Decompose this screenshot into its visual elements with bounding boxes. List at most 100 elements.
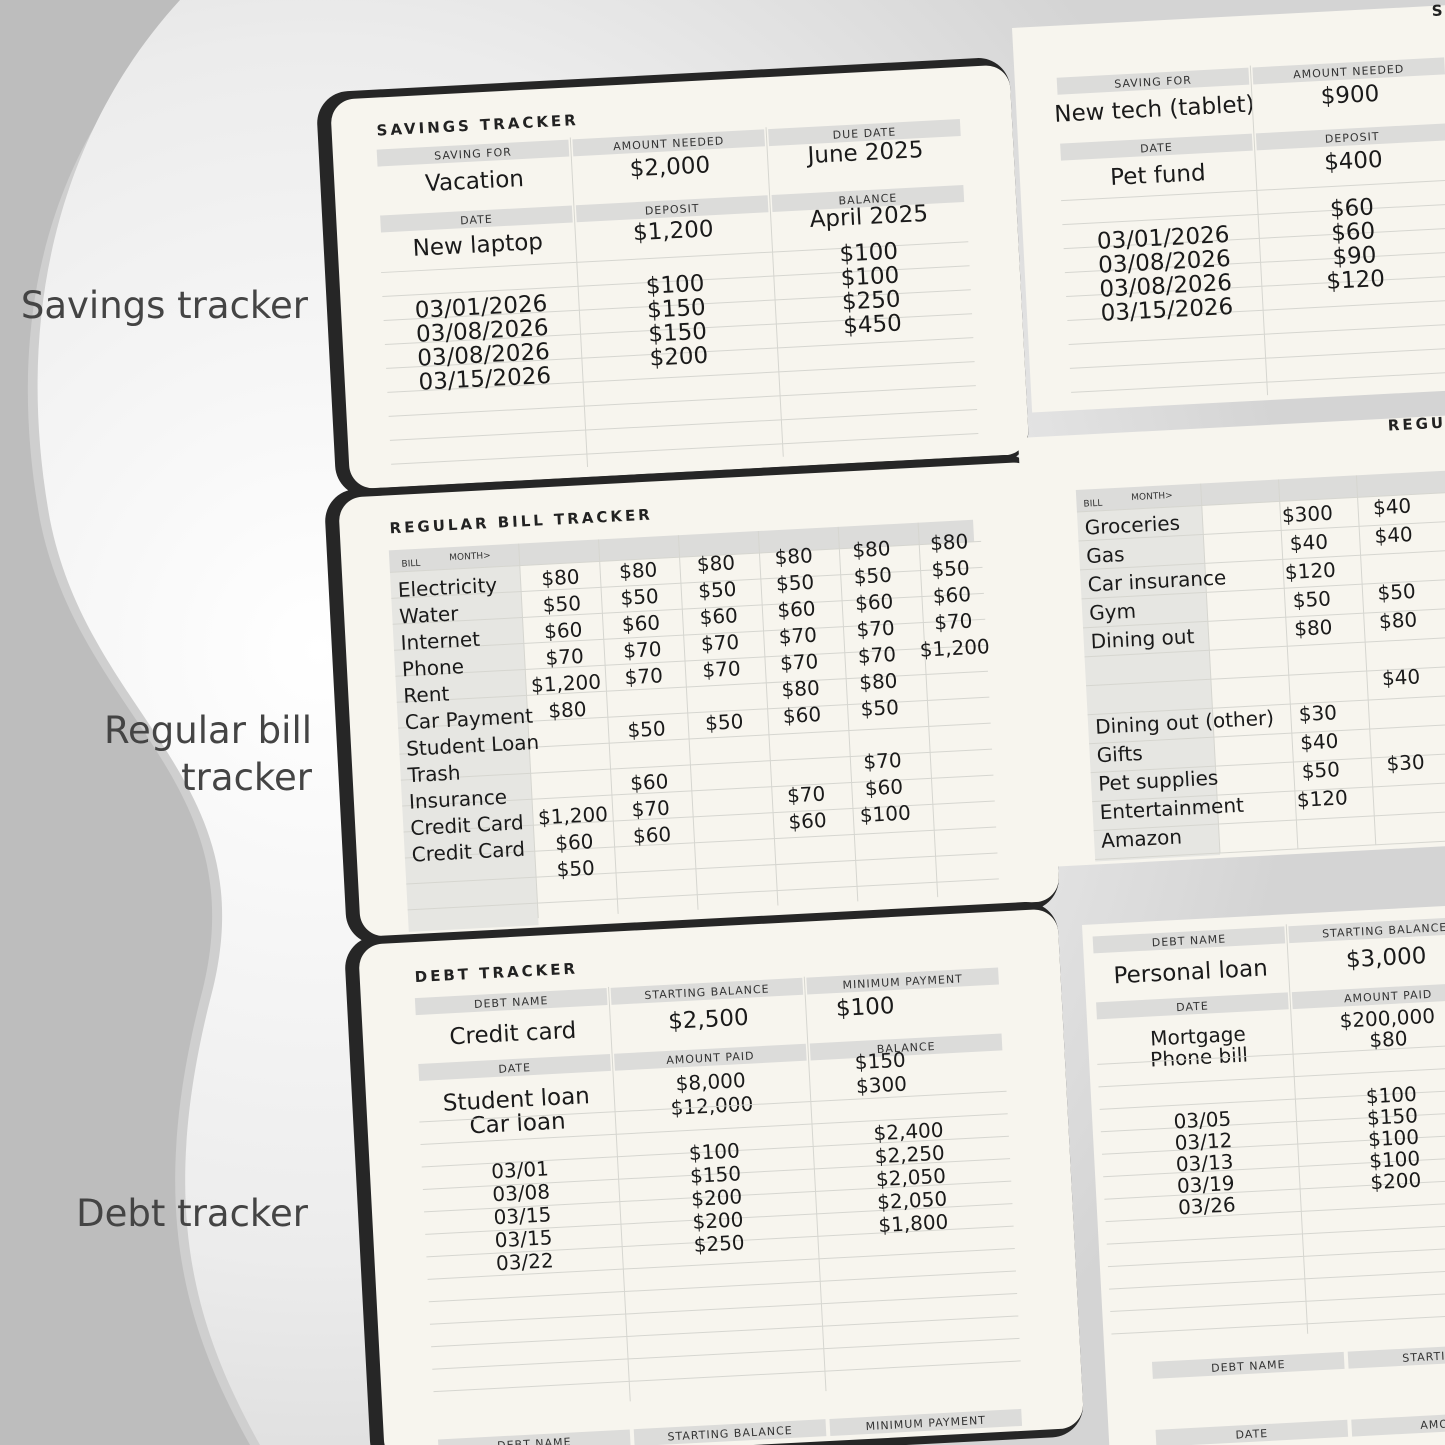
handwritten-entry: Phone xyxy=(401,654,464,681)
handwritten-entry: $150 xyxy=(1366,1103,1418,1130)
handwritten-entry: $100 xyxy=(1365,1082,1417,1109)
header-label: AMOUNT NEEDED xyxy=(1293,63,1405,82)
page-title: REGU xyxy=(1387,414,1445,435)
ruled-line xyxy=(388,385,976,417)
header-band xyxy=(1255,123,1445,151)
handwritten-entry: $70 xyxy=(786,781,825,807)
handwritten-entry: Amazon xyxy=(1101,824,1183,852)
name-column xyxy=(389,565,539,932)
handwritten-entry: Electricity xyxy=(397,573,498,602)
header-label: BALANCE xyxy=(876,1040,935,1056)
ruled-line xyxy=(383,289,971,321)
handwritten-entry: $200,000 xyxy=(1339,1004,1436,1033)
ruled-line xyxy=(402,774,994,807)
handwritten-entry: $1,200 xyxy=(530,670,601,698)
header-label: DATE xyxy=(1176,999,1209,1014)
handwritten-entry: $50 xyxy=(1301,757,1340,783)
handwritten-entry: MONTH> xyxy=(449,551,491,563)
ruled-line xyxy=(429,1292,1018,1325)
header-band xyxy=(1288,916,1445,944)
handwritten-entry: $12,000 xyxy=(670,1092,754,1120)
handwritten-entry: $150 xyxy=(648,319,708,348)
header-band xyxy=(1092,926,1286,954)
handwritten-entry: $60 xyxy=(864,774,903,800)
handwritten-entry: $60 xyxy=(632,822,671,848)
header-band xyxy=(437,1429,631,1445)
handwritten-entry: Rent xyxy=(403,681,450,707)
handwritten-entry: 03/01 xyxy=(491,1156,550,1183)
header-label: STARTING BALANCE xyxy=(1322,921,1445,941)
handwritten-entry: $100 xyxy=(645,271,705,300)
ruled-line xyxy=(424,1180,1012,1213)
handwritten-entry: $1,200 xyxy=(632,216,714,246)
header-label: DATE xyxy=(498,1061,531,1076)
side-label: Regular bill xyxy=(104,709,312,752)
handwritten-entry: $80 xyxy=(548,697,587,723)
ruled-line xyxy=(1071,369,1445,393)
column-divider xyxy=(837,526,859,902)
handwritten-entry: $200 xyxy=(649,343,709,372)
header-band xyxy=(1291,982,1445,1010)
handwritten-entry: $70 xyxy=(545,644,584,670)
header-band xyxy=(418,1053,611,1081)
handwritten-entry: $2,050 xyxy=(875,1164,946,1192)
ruled-line xyxy=(1082,606,1445,629)
column-divider xyxy=(608,986,631,1402)
column-divider xyxy=(1355,475,1377,845)
ruled-line xyxy=(404,826,997,859)
handwritten-entry: $250 xyxy=(841,286,901,315)
handwritten-entry: $60 xyxy=(788,808,827,834)
name-column xyxy=(1076,505,1221,862)
handwritten-entry: $1,800 xyxy=(878,1210,949,1238)
handwritten-entry: $50 xyxy=(775,570,814,596)
ruled-line xyxy=(389,540,982,573)
handwritten-entry: $80 xyxy=(774,543,813,569)
header-band xyxy=(1060,133,1253,161)
ruled-line xyxy=(421,1135,1009,1168)
ruled-line xyxy=(1068,321,1445,345)
header-label: SAVING FOR xyxy=(434,146,512,163)
handwritten-entry: $70 xyxy=(780,649,819,675)
header-band xyxy=(1347,1341,1445,1369)
ruled-line xyxy=(399,722,991,755)
header-band xyxy=(380,205,573,233)
handwritten-entry: $8,000 xyxy=(675,1068,746,1096)
handwritten-entry: $70 xyxy=(778,623,817,649)
ruled-line xyxy=(422,1158,1011,1190)
header-label: DATE xyxy=(1235,1427,1268,1442)
handwritten-entry: $60 xyxy=(1329,194,1374,222)
handwritten-entry: 03/05 xyxy=(1173,1106,1232,1133)
ruled-line xyxy=(1066,274,1445,298)
column-divider xyxy=(765,127,784,457)
side-label: tracker xyxy=(181,756,313,799)
handwritten-entry: Mortgage xyxy=(1150,1022,1247,1051)
handwritten-entry: $90 xyxy=(1332,242,1377,270)
ruled-line xyxy=(394,618,986,651)
ruled-line xyxy=(1079,548,1445,571)
ruled-line xyxy=(391,433,979,465)
ruled-line xyxy=(425,1203,1013,1235)
notebook-page: REGULAR BILL TRACKERBILLMONTH>Electricit… xyxy=(325,455,1059,945)
handwritten-entry: 03/15 xyxy=(494,1225,553,1252)
handwritten-entry: $50 xyxy=(620,584,659,610)
handwritten-entry: $80 xyxy=(852,536,891,562)
header-label: MINIMUM PAYMENT xyxy=(842,972,963,991)
handwritten-entry: $300 xyxy=(1281,501,1333,528)
header-label: DEPOSIT xyxy=(1325,130,1380,146)
handwritten-entry: $2,400 xyxy=(873,1118,944,1146)
header-band xyxy=(1096,992,1289,1020)
handwritten-entry: $60 xyxy=(777,596,816,622)
handwritten-entry: $2,250 xyxy=(874,1141,945,1169)
handwritten-entry: $100 xyxy=(839,238,899,267)
ruled-line xyxy=(389,409,978,441)
handwritten-entry: $70 xyxy=(624,663,663,689)
handwritten-entry: Pet fund xyxy=(1110,160,1207,191)
header-band xyxy=(614,1043,807,1071)
handwritten-entry: $60 xyxy=(782,702,821,728)
handwritten-entry: Groceries xyxy=(1084,511,1180,540)
handwritten-entry: Gifts xyxy=(1096,741,1143,767)
handwritten-entry: $120 xyxy=(1326,266,1386,295)
